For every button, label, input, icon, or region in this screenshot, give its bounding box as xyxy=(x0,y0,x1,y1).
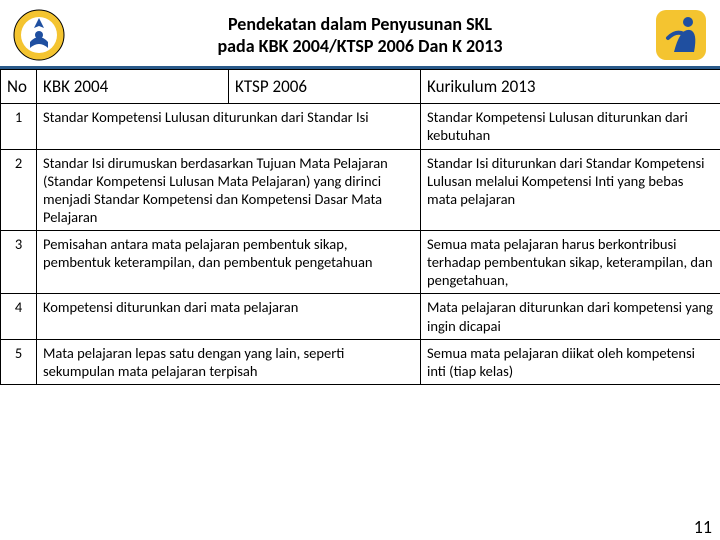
cell-no: 2 xyxy=(1,149,37,231)
cell-left: Pemisahan antara mata pelajaran pembentu… xyxy=(37,231,421,294)
cell-left: Mata pelajaran lepas satu dengan yang la… xyxy=(37,339,421,384)
cell-right: Semua mata pelajaran diikat oleh kompete… xyxy=(421,339,720,384)
table-row: 3 Pemisahan antara mata pelajaran pemben… xyxy=(1,231,720,294)
table-row: 5 Mata pelajaran lepas satu dengan yang … xyxy=(1,339,720,384)
cell-no: 5 xyxy=(1,339,37,384)
slide-header: Pendekatan dalam Penyusunan SKL pada KBK… xyxy=(0,0,720,69)
col-ktsp: KTSP 2006 xyxy=(229,70,421,104)
cell-no: 1 xyxy=(1,104,37,149)
table-header-row: No KBK 2004 KTSP 2006 Kurikulum 2013 xyxy=(1,70,720,104)
cell-right: Mata pelajaran diturunkan dari kompetens… xyxy=(421,294,720,339)
col-no: No xyxy=(1,70,37,104)
cell-no: 3 xyxy=(1,231,37,294)
col-k13: Kurikulum 2013 xyxy=(421,70,720,104)
cell-right: Semua mata pelajaran harus berkontribusi… xyxy=(421,231,720,294)
col-kbk: KBK 2004 xyxy=(37,70,229,104)
title-line-1: Pendekatan dalam Penyusunan SKL xyxy=(66,13,654,36)
comparison-table: No KBK 2004 KTSP 2006 Kurikulum 2013 1 S… xyxy=(0,69,720,385)
cell-left: Kompetensi diturunkan dari mata pelajara… xyxy=(37,294,421,339)
page-number: 11 xyxy=(694,516,712,538)
cell-left: Standar Isi dirumuskan berdasarkan Tujua… xyxy=(37,149,421,231)
logo-left-icon xyxy=(12,8,66,62)
cell-right: Standar Isi diturunkan dari Standar Komp… xyxy=(421,149,720,231)
table-row: 1 Standar Kompetensi Lulusan diturunkan … xyxy=(1,104,720,149)
cell-right: Standar Kompetensi Lulusan diturunkan da… xyxy=(421,104,720,149)
slide-title: Pendekatan dalam Penyusunan SKL pada KBK… xyxy=(66,13,654,58)
logo-right-icon xyxy=(654,8,708,62)
table-row: 4 Kompetensi diturunkan dari mata pelaja… xyxy=(1,294,720,339)
cell-left: Standar Kompetensi Lulusan diturunkan da… xyxy=(37,104,421,149)
table-row: 2 Standar Isi dirumuskan berdasarkan Tuj… xyxy=(1,149,720,231)
cell-no: 4 xyxy=(1,294,37,339)
title-line-2: pada KBK 2004/KTSP 2006 Dan K 2013 xyxy=(66,35,654,58)
